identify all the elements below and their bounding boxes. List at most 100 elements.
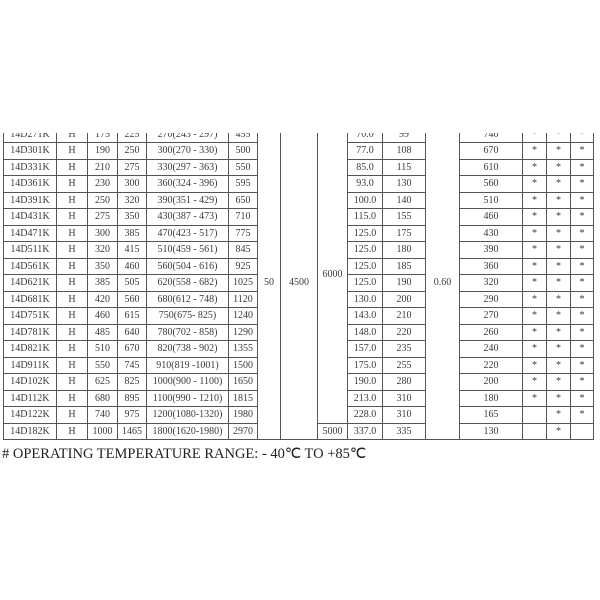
varistor-voltage: 430(387 - 473) (146, 208, 229, 226)
clamp-voltage: 925 (228, 257, 258, 275)
clamp-voltage: 650 (228, 191, 258, 209)
power-rating: 310 (382, 389, 426, 407)
cert-1: * (522, 389, 547, 407)
vdc: 460 (117, 257, 147, 275)
power-rating: 185 (382, 257, 426, 275)
energy: 85.0 (347, 158, 383, 176)
vac: 625 (87, 373, 118, 391)
cert-1: * (522, 175, 547, 193)
type: H (56, 323, 88, 341)
cert-1: * (522, 241, 547, 259)
vdc: 505 (117, 274, 147, 292)
part-number: 14D681K (3, 290, 57, 308)
part-number: 14D911K (3, 356, 57, 374)
power-rating: 175 (382, 224, 426, 242)
vac: 510 (87, 340, 118, 358)
power-rating: 310 (382, 406, 426, 424)
power-rating: 210 (382, 307, 426, 325)
type: H (56, 422, 88, 440)
part-number: 14D122K (3, 406, 57, 424)
energy: 213.0 (347, 389, 383, 407)
capacitance: 610 (459, 158, 523, 176)
energy: 77.0 (347, 142, 383, 160)
varistor-spec-table: 14D271K H 175 225 270(243 - 297) 455 50 4500 600… (3, 125, 594, 441)
energy: 143.0 (347, 307, 383, 325)
clamp-voltage: 2970 (228, 422, 258, 440)
type: H (56, 406, 88, 424)
capacitance: 270 (459, 307, 523, 325)
table-row: 14D122K H 740 975 1200(1080-1320) 1980 228.0 31… (3, 406, 594, 424)
vac: 190 (87, 142, 118, 160)
cert-2: * (546, 175, 571, 193)
cert-3: * (570, 373, 594, 391)
capacitance: 430 (459, 224, 523, 242)
capacitance: 670 (459, 142, 523, 160)
energy: 157.0 (347, 340, 383, 358)
clamp-voltage: 1650 (228, 373, 258, 391)
clamp-voltage: 595 (228, 175, 258, 193)
power-rating: 280 (382, 373, 426, 391)
part-number: 14D471K (3, 224, 57, 242)
vdc: 895 (117, 389, 147, 407)
surge-current-4500: 4500 (280, 125, 318, 440)
cert-2: * (546, 422, 571, 440)
energy: 115.0 (347, 208, 383, 226)
varistor-voltage: 560(504 - 616) (146, 257, 229, 275)
vdc: 385 (117, 224, 147, 242)
cert-3: * (570, 356, 594, 374)
capacitance: 510 (459, 191, 523, 209)
table-row: 14D681K H 420 560 680(612 - 748) 1120 130.0 200… (3, 290, 594, 308)
table-row: 14D431K H 275 350 430(387 - 473) 710 115.0 155 4… (3, 208, 594, 226)
vdc: 1465 (117, 422, 147, 440)
vdc: 275 (117, 158, 147, 176)
varistor-voltage: 470(423 - 517) (146, 224, 229, 242)
type: H (56, 340, 88, 358)
type: H (56, 241, 88, 259)
varistor-voltage: 1800(1620-1980) (146, 422, 229, 440)
type: H (56, 257, 88, 275)
varistor-voltage: 780(702 - 858) (146, 323, 229, 341)
vdc: 300 (117, 175, 147, 193)
power-rating: 180 (382, 241, 426, 259)
part-number: 14D821K (3, 340, 57, 358)
cert-1: * (522, 142, 547, 160)
clamp-voltage: 710 (228, 208, 258, 226)
capacitance: 390 (459, 241, 523, 259)
type: H (56, 373, 88, 391)
capacitance: 360 (459, 257, 523, 275)
cert-2: * (546, 158, 571, 176)
part-number: 14D511K (3, 241, 57, 259)
energy: 337.0 (347, 422, 383, 440)
vac: 485 (87, 323, 118, 341)
type: H (56, 175, 88, 193)
vdc: 975 (117, 406, 147, 424)
cert-2: * (546, 406, 571, 424)
cert-2: * (546, 208, 571, 226)
cert-3: * (570, 274, 594, 292)
part-number: 14D621K (3, 274, 57, 292)
vac: 230 (87, 175, 118, 193)
clamp-voltage: 500 (228, 142, 258, 160)
power-rating: 190 (382, 274, 426, 292)
cert-1 (522, 406, 547, 424)
cert-3: * (570, 158, 594, 176)
energy: 130.0 (347, 290, 383, 308)
vac: 420 (87, 290, 118, 308)
cert-3: * (570, 406, 594, 424)
cert-2: * (546, 389, 571, 407)
part-number: 14D781K (3, 323, 57, 341)
cert-1: * (522, 208, 547, 226)
clamp-voltage: 1500 (228, 356, 258, 374)
capacitance: 165 (459, 406, 523, 424)
part-number: 14D391K (3, 191, 57, 209)
cert-2: * (546, 340, 571, 358)
vac: 385 (87, 274, 118, 292)
clamp-voltage: 1980 (228, 406, 258, 424)
cert-2: * (546, 257, 571, 275)
clamp-voltage: 1240 (228, 307, 258, 325)
power-rating: 155 (382, 208, 426, 226)
table-row: 14D301K H 190 250 300(270 - 330) 500 77.0 108 67… (3, 142, 594, 160)
clamp-voltage: 550 (228, 158, 258, 176)
cert-2: * (546, 307, 571, 325)
clamp-voltage: 1025 (228, 274, 258, 292)
